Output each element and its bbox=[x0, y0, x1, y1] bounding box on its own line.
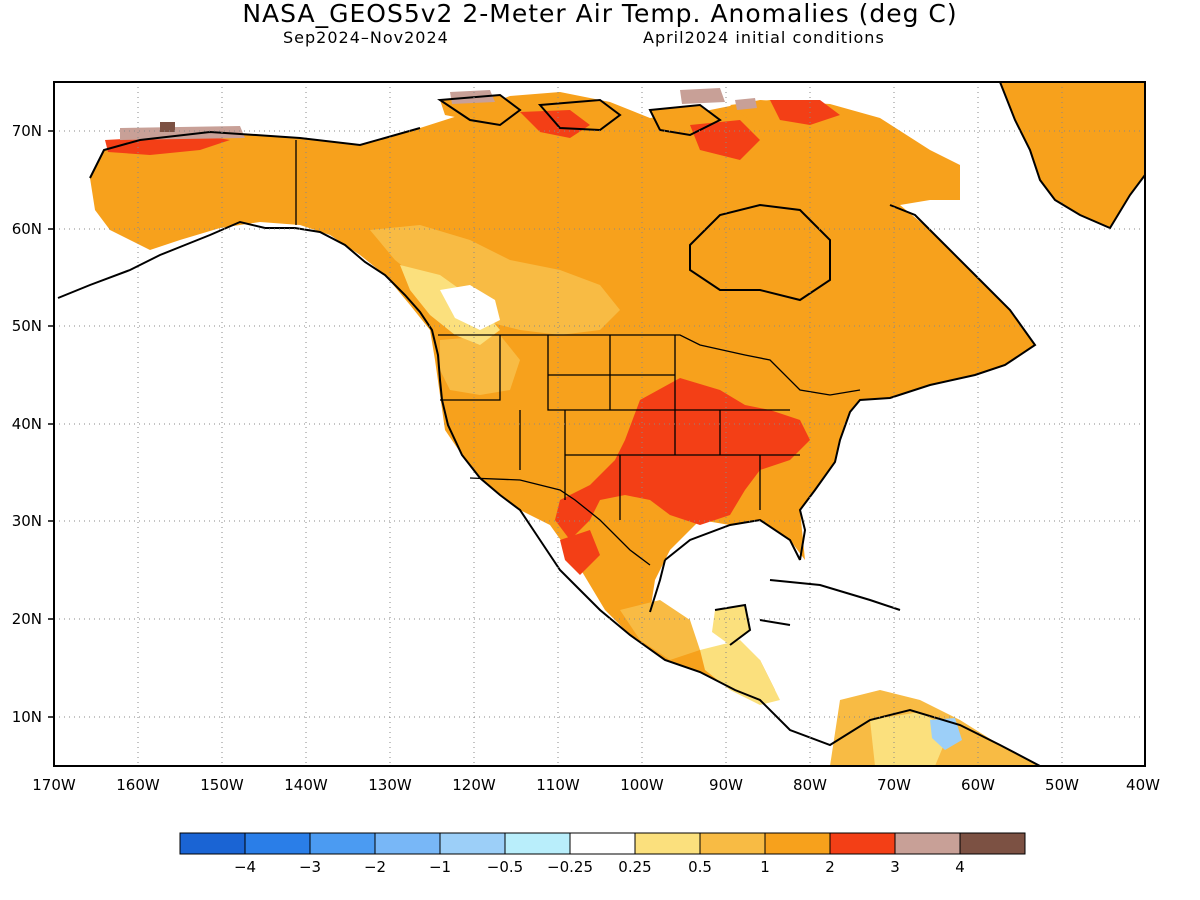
colorbar-label: 2 bbox=[825, 858, 835, 876]
map-plot-area bbox=[54, 82, 1145, 766]
lon-label-100w: 100W bbox=[620, 776, 664, 794]
colorbar-swatch bbox=[699, 832, 766, 855]
lon-label-150w: 150W bbox=[200, 776, 244, 794]
coastlines bbox=[57, 82, 1145, 766]
anomaly-region-central-america bbox=[700, 640, 780, 705]
lat-label-20n: 20N bbox=[12, 610, 42, 628]
colorbar-label: 3 bbox=[890, 858, 900, 876]
lon-label-110w: 110W bbox=[536, 776, 580, 794]
axis-ticks bbox=[48, 130, 54, 718]
colorbar-label: −4 bbox=[234, 858, 256, 876]
lat-label-30n: 30N bbox=[12, 512, 42, 530]
colorbar-swatch bbox=[244, 832, 311, 855]
lat-labels: 70N 60N 50N 40N 30N 20N 10N bbox=[12, 122, 42, 726]
anomaly-fills bbox=[90, 82, 1145, 766]
anomaly-region-venezuela bbox=[870, 712, 950, 766]
lon-label-60w: 60W bbox=[961, 776, 995, 794]
colorbar-label: −3 bbox=[299, 858, 321, 876]
colorbar-swatch bbox=[504, 832, 571, 855]
anomaly-region-negative bbox=[930, 718, 962, 750]
colorbar-swatch bbox=[439, 832, 506, 855]
lat-label-10n: 10N bbox=[12, 708, 42, 726]
colorbar-label: 0.5 bbox=[688, 858, 712, 876]
colorbar-label: 4 bbox=[955, 858, 965, 876]
lat-label-70n: 70N bbox=[12, 122, 42, 140]
lat-label-40n: 40N bbox=[12, 415, 42, 433]
lon-label-40w: 40W bbox=[1126, 776, 1160, 794]
lon-labels: 170W 160W 150W 140W 130W 120W 110W 100W … bbox=[32, 776, 1160, 794]
anomaly-region-greenland bbox=[1000, 82, 1145, 228]
colorbar-swatch bbox=[179, 832, 246, 855]
graticule bbox=[54, 82, 1145, 766]
anomaly-region-near-zero bbox=[440, 285, 500, 330]
lon-label-140w: 140W bbox=[284, 776, 328, 794]
colorbar-label: 1 bbox=[760, 858, 770, 876]
colorbar-swatch bbox=[634, 832, 701, 855]
lat-label-60n: 60N bbox=[12, 220, 42, 238]
colorbar-label: −2 bbox=[364, 858, 386, 876]
lat-label-50n: 50N bbox=[12, 317, 42, 335]
anomaly-region-mexico-south bbox=[620, 600, 700, 660]
anomaly-region-arctic-dark bbox=[160, 122, 175, 132]
lon-label-120w: 120W bbox=[452, 776, 496, 794]
forecast-period: Sep2024–Nov2024 bbox=[283, 28, 449, 47]
colorbar-swatch bbox=[959, 832, 1026, 855]
lon-label-90w: 90W bbox=[709, 776, 743, 794]
colorbar-label: −1 bbox=[429, 858, 451, 876]
borders bbox=[295, 140, 861, 566]
colorbar-label: 0.25 bbox=[618, 858, 651, 876]
colorbar-label: −0.5 bbox=[487, 858, 523, 876]
colorbar-swatch bbox=[374, 832, 441, 855]
initial-conditions: April2024 initial conditions bbox=[643, 28, 885, 47]
anomaly-region-yucatan bbox=[712, 605, 750, 645]
anomaly-region-central-us bbox=[555, 378, 810, 540]
colorbar: −4 −3 −2 −1 −0.5 −0.25 0.25 0.5 1 2 3 4 bbox=[179, 832, 1026, 876]
colorbar-swatch bbox=[894, 832, 961, 855]
lon-label-50w: 50W bbox=[1045, 776, 1079, 794]
lon-label-130w: 130W bbox=[368, 776, 412, 794]
lon-label-70w: 70W bbox=[877, 776, 911, 794]
colorbar-swatch bbox=[309, 832, 376, 855]
anomaly-region-mexico-north bbox=[560, 530, 600, 575]
lon-label-80w: 80W bbox=[793, 776, 827, 794]
lon-label-160w: 160W bbox=[116, 776, 160, 794]
colorbar-swatch bbox=[829, 832, 896, 855]
anomaly-region-north-america bbox=[90, 92, 1035, 700]
anomaly-region-arctic-red bbox=[105, 100, 840, 160]
colorbar-swatch bbox=[569, 832, 636, 855]
map-title: NASA_GEOS5v2 2-Meter Air Temp. Anomalies… bbox=[242, 0, 958, 28]
colorbar-label: −0.25 bbox=[547, 858, 593, 876]
colorbar-swatch bbox=[764, 832, 831, 855]
lon-label-170w: 170W bbox=[32, 776, 76, 794]
